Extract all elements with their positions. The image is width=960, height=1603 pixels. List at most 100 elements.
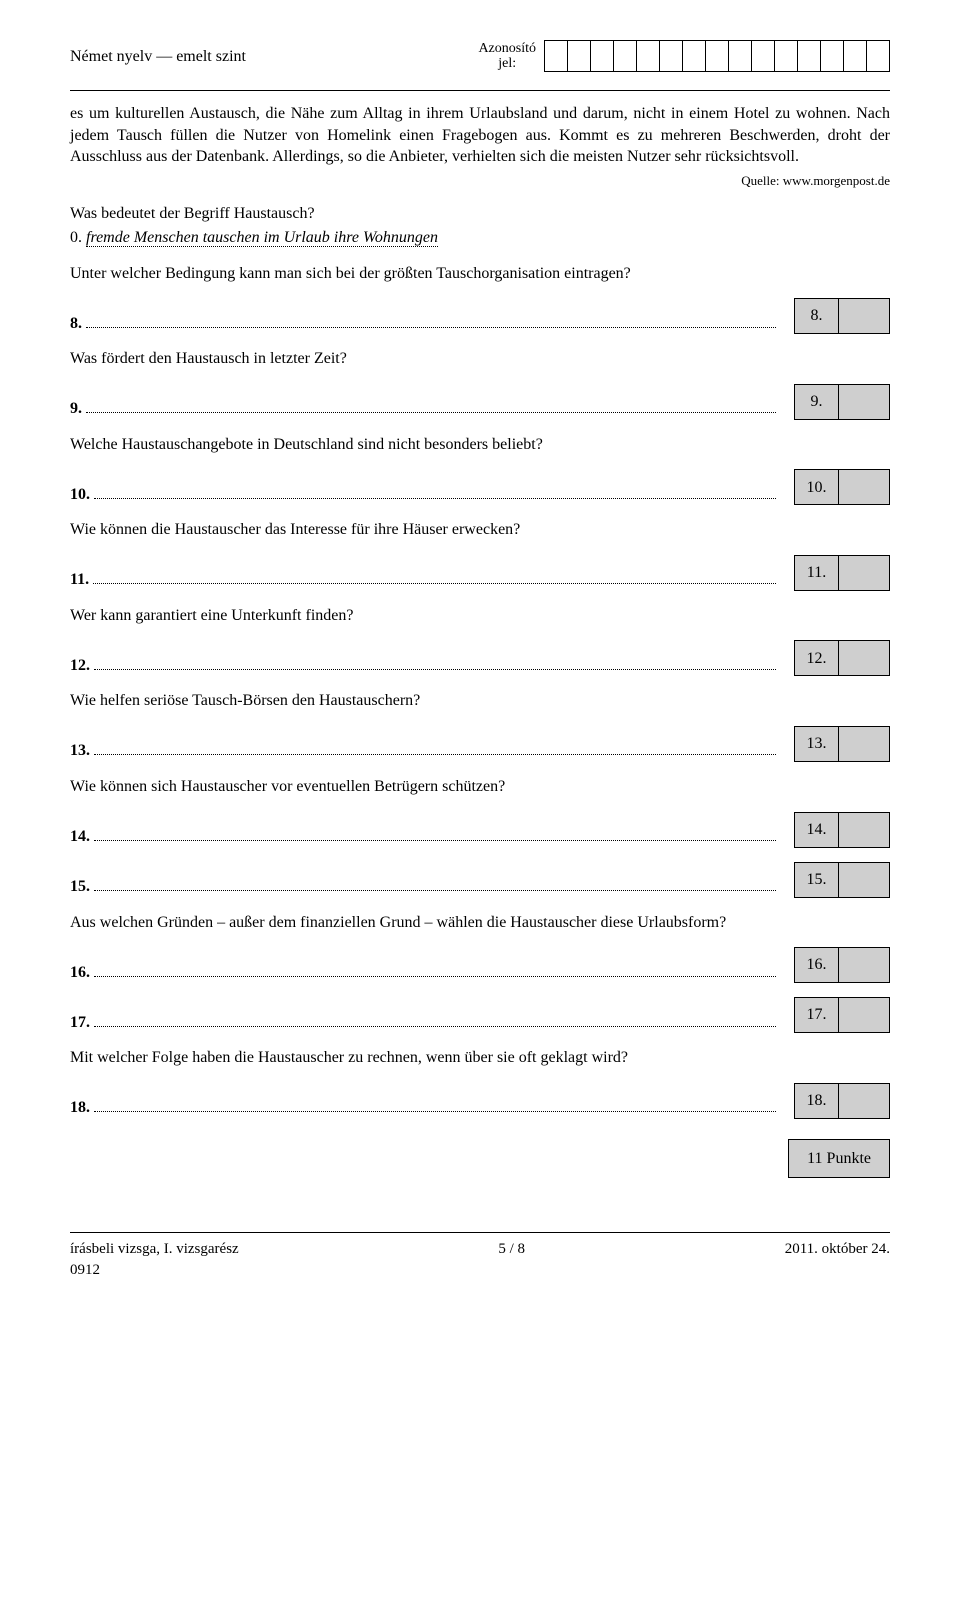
score-box-empty[interactable] bbox=[839, 998, 883, 1032]
answer-number: 8. bbox=[70, 313, 82, 335]
answer-row: 10. 10. bbox=[70, 469, 890, 505]
id-section: Azonosító jel: bbox=[478, 40, 890, 72]
answer-number: 15. bbox=[70, 876, 90, 898]
answer-line[interactable]: 8. bbox=[70, 312, 776, 334]
id-cell[interactable] bbox=[843, 40, 867, 72]
answer-dotted-line[interactable] bbox=[94, 826, 776, 841]
id-cell[interactable] bbox=[820, 40, 844, 72]
footer-left: írásbeli vizsga, I. vizsgarész 0912 bbox=[70, 1239, 239, 1280]
id-cell[interactable] bbox=[705, 40, 729, 72]
answer-line[interactable]: 9. bbox=[70, 398, 776, 420]
question-prompt: Aus welchen Gründen – außer dem finanzie… bbox=[70, 912, 890, 934]
answer-line[interactable]: 10. bbox=[70, 484, 776, 506]
score-box-empty[interactable] bbox=[839, 556, 883, 590]
score-box: 16. bbox=[794, 947, 890, 983]
score-box-number: 8. bbox=[795, 299, 839, 333]
answer-dotted-line[interactable] bbox=[94, 484, 776, 499]
score-box-number: 16. bbox=[795, 948, 839, 982]
score-box-number: 10. bbox=[795, 470, 839, 504]
score-box-number: 18. bbox=[795, 1084, 839, 1118]
score-box-empty[interactable] bbox=[839, 948, 883, 982]
answer-line[interactable]: 16. bbox=[70, 961, 776, 983]
footer-date: 2011. október 24. bbox=[785, 1239, 890, 1280]
example-answer: 0. fremde Menschen tauschen im Urlaub ih… bbox=[70, 227, 890, 249]
answer-dotted-line[interactable] bbox=[94, 740, 776, 755]
id-cell[interactable] bbox=[590, 40, 614, 72]
subject-level: Német nyelv — emelt szint bbox=[70, 40, 246, 68]
answer-row: 11. 11. bbox=[70, 555, 890, 591]
answer-row: 18. 18. bbox=[70, 1083, 890, 1119]
source-citation: Quelle: www.morgenpost.de bbox=[70, 172, 890, 190]
answer-row: 14. 14. bbox=[70, 812, 890, 848]
answer-row: 9. 9. bbox=[70, 384, 890, 420]
questions-container: Unter welcher Bedingung kann man sich be… bbox=[70, 263, 890, 1119]
answer-dotted-line[interactable] bbox=[94, 876, 776, 891]
answer-line[interactable]: 11. bbox=[70, 569, 776, 591]
id-cell[interactable] bbox=[866, 40, 890, 72]
score-box-empty[interactable] bbox=[839, 470, 883, 504]
question-prompt: Wer kann garantiert eine Unterkunft find… bbox=[70, 605, 890, 627]
answer-number: 17. bbox=[70, 1012, 90, 1034]
answer-number: 14. bbox=[70, 826, 90, 848]
answer-line[interactable]: 14. bbox=[70, 826, 776, 848]
footer-code: 0912 bbox=[70, 1262, 100, 1278]
id-cell[interactable] bbox=[636, 40, 660, 72]
header-divider bbox=[70, 90, 890, 91]
answer-row: 8. 8. bbox=[70, 298, 890, 334]
score-box-empty[interactable] bbox=[839, 299, 883, 333]
score-box: 18. bbox=[794, 1083, 890, 1119]
id-label-line1: Azonosító bbox=[478, 41, 536, 56]
answer-number: 11. bbox=[70, 569, 89, 591]
answer-dotted-line[interactable] bbox=[94, 655, 776, 670]
id-cell[interactable] bbox=[613, 40, 637, 72]
score-box: 8. bbox=[794, 298, 890, 334]
answer-number: 18. bbox=[70, 1097, 90, 1119]
answer-line[interactable]: 13. bbox=[70, 740, 776, 762]
score-box: 17. bbox=[794, 997, 890, 1033]
id-label: Azonosító jel: bbox=[478, 41, 538, 72]
footer-page-number: 5 / 8 bbox=[498, 1239, 525, 1280]
answer-row: 15. 15. bbox=[70, 862, 890, 898]
id-cell[interactable] bbox=[774, 40, 798, 72]
answer-line[interactable]: 18. bbox=[70, 1097, 776, 1119]
answer-dotted-line[interactable] bbox=[94, 1097, 776, 1112]
id-cell[interactable] bbox=[544, 40, 568, 72]
answer-row: 12. 12. bbox=[70, 640, 890, 676]
id-cell[interactable] bbox=[682, 40, 706, 72]
score-box: 10. bbox=[794, 469, 890, 505]
id-cell[interactable] bbox=[797, 40, 821, 72]
question-prompt: Unter welcher Bedingung kann man sich be… bbox=[70, 263, 890, 285]
id-cell[interactable] bbox=[728, 40, 752, 72]
answer-line[interactable]: 12. bbox=[70, 655, 776, 677]
answer-line[interactable]: 17. bbox=[70, 1011, 776, 1033]
score-box-empty[interactable] bbox=[839, 1084, 883, 1118]
answer-row: 13. 13. bbox=[70, 726, 890, 762]
answer-dotted-line[interactable] bbox=[94, 1011, 776, 1026]
answer-dotted-line[interactable] bbox=[93, 569, 776, 584]
id-cell[interactable] bbox=[659, 40, 683, 72]
score-box-empty[interactable] bbox=[839, 385, 883, 419]
page-footer: írásbeli vizsga, I. vizsgarész 0912 5 / … bbox=[70, 1232, 890, 1280]
question-prompt: Mit welcher Folge haben die Haustauscher… bbox=[70, 1047, 890, 1069]
score-box-empty[interactable] bbox=[839, 727, 883, 761]
example-num: 0. bbox=[70, 229, 82, 246]
answer-number: 10. bbox=[70, 484, 90, 506]
score-box-empty[interactable] bbox=[839, 863, 883, 897]
score-box-number: 17. bbox=[795, 998, 839, 1032]
score-box-empty[interactable] bbox=[839, 641, 883, 675]
id-grid[interactable] bbox=[544, 40, 890, 72]
score-box: 11. bbox=[794, 555, 890, 591]
score-box: 13. bbox=[794, 726, 890, 762]
id-cell[interactable] bbox=[751, 40, 775, 72]
answer-dotted-line[interactable] bbox=[94, 961, 776, 976]
score-box-number: 15. bbox=[795, 863, 839, 897]
id-cell[interactable] bbox=[567, 40, 591, 72]
answer-line[interactable]: 15. bbox=[70, 876, 776, 898]
score-box-empty[interactable] bbox=[839, 813, 883, 847]
example-question: Was bedeutet der Begriff Haustausch? bbox=[70, 203, 890, 225]
score-box-number: 12. bbox=[795, 641, 839, 675]
answer-number: 12. bbox=[70, 655, 90, 677]
answer-number: 13. bbox=[70, 740, 90, 762]
answer-dotted-line[interactable] bbox=[86, 312, 776, 327]
answer-dotted-line[interactable] bbox=[86, 398, 776, 413]
